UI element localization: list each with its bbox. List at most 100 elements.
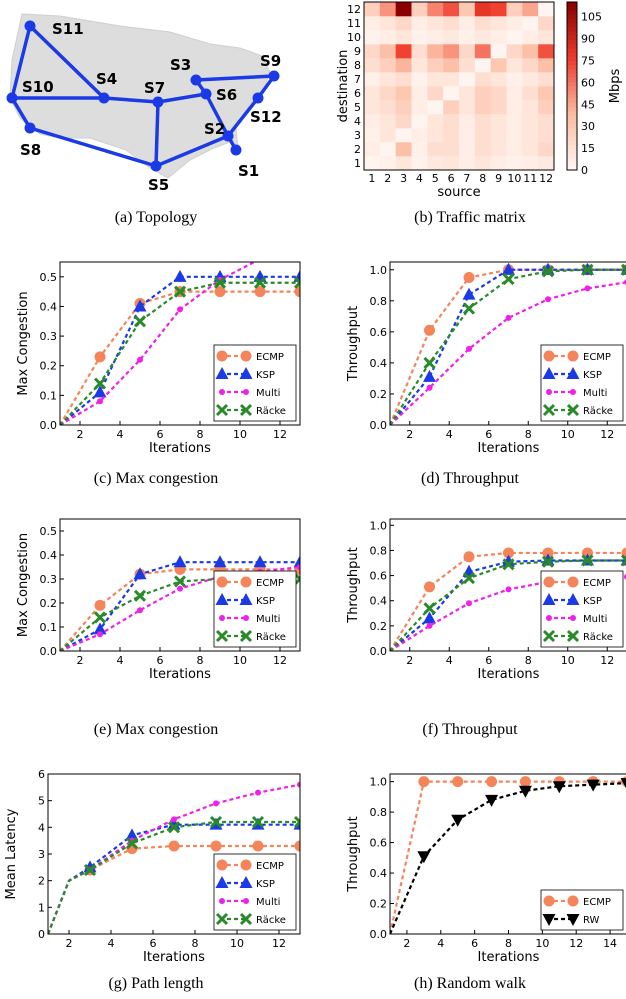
colorbar-segment [567, 90, 577, 95]
heatmap-cell [506, 30, 523, 45]
data-point-Räcke [293, 815, 300, 829]
heatmap-y-tick-label: 7 [354, 73, 361, 86]
data-point-ECMP [486, 776, 498, 788]
colorbar-segment [567, 107, 577, 112]
data-point-ECMP [94, 599, 106, 611]
data-point-Räcke [502, 558, 515, 571]
legend-marker-Multi [219, 615, 225, 621]
colorbar-segment [567, 140, 577, 146]
heatmap-cell [411, 44, 428, 59]
data-point-Räcke-stroke [541, 265, 555, 278]
legend-marker-Räcke-stroke [239, 629, 253, 643]
data-point-ECMP [294, 840, 300, 852]
y-tick-label: 0.6 [370, 837, 388, 850]
y-axis-label: Throughput [346, 547, 361, 624]
x-tick-label: 2 [66, 937, 73, 950]
data-point-KSP [93, 622, 107, 635]
heatmap-cell [443, 86, 460, 101]
colorbar-segment [567, 69, 577, 74]
legend-marker-Multi [570, 389, 576, 395]
colorbar-tick-label: 75 [581, 54, 595, 67]
heatmap-cell [379, 30, 396, 45]
legend-marker-ECMP [543, 350, 555, 362]
y-tick-label: 0.5 [40, 271, 58, 284]
y-tick-label: 0.2 [40, 597, 58, 610]
heatmap-cell [395, 128, 412, 143]
data-point-RW [485, 794, 499, 807]
heatmap-cell [364, 128, 381, 143]
y-tick-label: 0.1 [40, 389, 58, 402]
heatmap-y-axis-label: destination [336, 50, 351, 123]
legend-marker-Räcke-stroke [215, 912, 229, 926]
data-point-Multi [466, 600, 472, 607]
legend-label-Multi: Multi [256, 897, 280, 908]
heatmap-x-tick-label: 12 [539, 172, 553, 185]
y-tick-label: 0.3 [40, 573, 58, 586]
legend-marker-KSP [215, 876, 229, 888]
legend-marker-Multi [219, 389, 225, 395]
heatmap-cell [538, 86, 555, 101]
data-point-RW [586, 779, 600, 792]
y-tick-label: 5 [38, 795, 45, 808]
plot-area [390, 547, 626, 651]
heatmap-cell [459, 128, 476, 143]
y-tick-label: 0.2 [370, 620, 388, 633]
topology-label-S3: S3 [170, 56, 191, 74]
heatmap-cell [379, 2, 396, 17]
heatmap-cell [474, 30, 491, 45]
heatmap-x-tick-label: 4 [416, 172, 423, 185]
x-axis-label: Iterations [143, 950, 205, 965]
data-point-Räcke-stroke [293, 572, 300, 582]
data-point-Räcke [293, 572, 300, 586]
heatmap-cell [490, 114, 507, 129]
topology-label-S9: S9 [260, 52, 281, 70]
data-point-Multi [584, 285, 591, 292]
x-tick-label: 12 [273, 654, 287, 667]
legend-label-ECMP: ECMP [583, 578, 611, 589]
colorbar-tick-label: 45 [581, 98, 595, 111]
colorbar-segment [567, 111, 577, 116]
heatmap-cell [474, 44, 491, 59]
colorbar-segment [567, 119, 577, 125]
legend-label-ECMP: ECMP [256, 578, 284, 589]
data-point-Multi [259, 262, 261, 263]
heatmap-cell [395, 16, 412, 31]
colorbar-segment [567, 123, 577, 129]
heatmap-cell [506, 16, 523, 31]
x-tick-label: 8 [505, 937, 512, 950]
series-line-Räcke [48, 820, 300, 934]
data-point-Räcke [541, 555, 555, 568]
heatmap-cell [506, 142, 523, 157]
colorbar-segment [567, 65, 577, 70]
legend-marker-KSP [239, 593, 253, 605]
heatmap-x-tick-label: 6 [448, 172, 455, 185]
series-line-ECMP [48, 844, 300, 934]
x-tick-label: 8 [197, 654, 204, 667]
data-point-Räcke [462, 572, 476, 585]
y-tick-label: 0.6 [370, 326, 388, 339]
topology-label-S12: S12 [250, 108, 282, 126]
data-point-Multi [255, 789, 261, 796]
y-tick-label: 0.4 [370, 595, 388, 608]
caption-throughput-2: (f) Throughput [422, 721, 518, 738]
topology-node-S4 [98, 92, 110, 104]
heatmap-cell [379, 58, 396, 73]
x-tick-label: 10 [535, 937, 549, 950]
data-point-Räcke [581, 554, 594, 567]
legend-label-RW: RW [583, 915, 600, 926]
data-point-RW [620, 778, 626, 789]
x-tick-label: 4 [117, 428, 124, 441]
heatmap-cell [395, 86, 412, 101]
x-tick-label: 6 [157, 654, 164, 667]
heatmap-y-tick-label: 6 [354, 87, 361, 100]
colorbar-segment [567, 27, 577, 32]
data-point-Multi [171, 816, 177, 823]
x-tick-label: 4 [446, 654, 453, 667]
data-point-Räcke-stroke [423, 356, 436, 369]
x-tick-label: 2 [77, 654, 84, 667]
heatmap-cell [538, 128, 555, 143]
heatmap-cell [522, 156, 539, 171]
heatmap-y-tick-label: 12 [347, 3, 361, 16]
data-point-Räcke-stroke [213, 276, 227, 289]
data-point-Räcke-stroke [293, 815, 300, 825]
